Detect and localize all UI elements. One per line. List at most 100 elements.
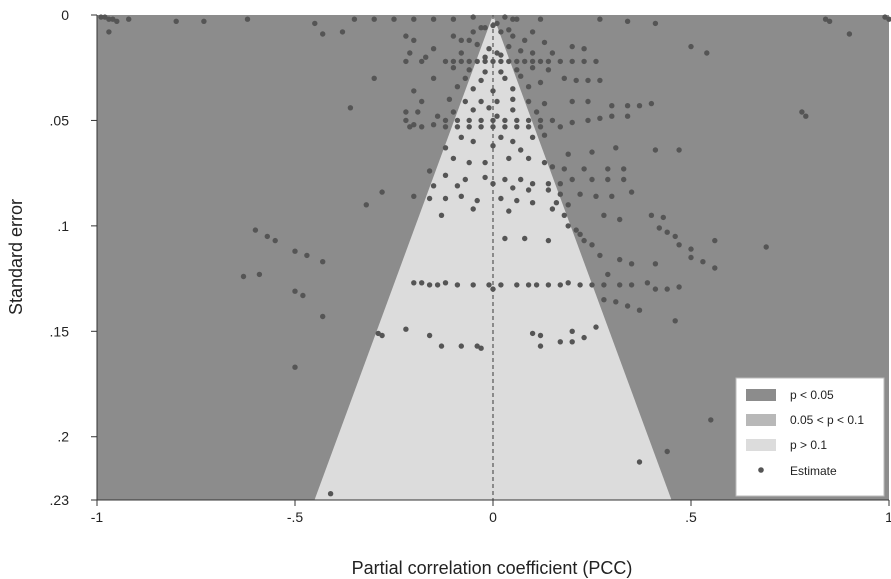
estimate-point (454, 84, 461, 90)
estimate-point (490, 22, 496, 29)
estimate-point (514, 16, 520, 22)
estimate-point (514, 117, 520, 124)
estimate-point (482, 174, 488, 181)
estimate-point (569, 58, 575, 65)
estimate-point (545, 67, 552, 73)
estimate-point (676, 284, 682, 290)
estimate-point (525, 124, 532, 130)
estimate-point (613, 299, 619, 305)
y-tick-label: .2 (57, 429, 69, 445)
estimate-point (672, 233, 678, 240)
estimate-point (569, 98, 575, 105)
estimate-point (510, 107, 516, 113)
estimate-point (411, 37, 417, 43)
estimate-point (593, 324, 599, 330)
estimate-point (419, 98, 425, 105)
estimate-point (537, 124, 544, 130)
estimate-point (882, 14, 888, 20)
estimate-point (565, 280, 571, 286)
estimate-point (403, 117, 409, 124)
estimate-point (506, 155, 512, 162)
estimate-point (458, 343, 464, 349)
legend-label-p-gt-01: p > 0.1 (790, 438, 827, 452)
estimate-point (569, 43, 575, 50)
estimate-point (466, 159, 472, 166)
y-tick-label: 0 (61, 7, 69, 23)
estimate-point (470, 206, 476, 212)
estimate-points (98, 14, 891, 497)
estimate-point (244, 16, 251, 22)
estimate-point (518, 176, 524, 183)
estimate-point (688, 246, 694, 252)
estimate-point (529, 134, 536, 140)
estimate-point (438, 343, 445, 349)
estimate-point (664, 229, 670, 235)
estimate-point (498, 134, 504, 140)
estimate-point (561, 166, 567, 172)
estimate-point (498, 195, 504, 202)
estimate-point (557, 282, 563, 288)
estimate-point (585, 117, 591, 124)
estimate-point (320, 31, 326, 37)
estimate-point (407, 124, 413, 130)
estimate-point (510, 33, 516, 39)
estimate-point (403, 109, 409, 115)
estimate-point (529, 58, 536, 65)
estimate-point (312, 20, 318, 27)
estimate-point (688, 254, 694, 261)
legend-swatch-p-gt-01 (746, 439, 776, 451)
estimate-point (426, 195, 433, 202)
estimate-point (466, 37, 472, 43)
estimate-point (466, 117, 472, 124)
estimate-point (624, 103, 631, 109)
estimate-point (201, 18, 207, 24)
estimate-point (617, 256, 623, 263)
estimate-point (537, 16, 544, 22)
estimate-point (514, 58, 520, 65)
estimate-point (601, 297, 607, 303)
estimate-point (525, 84, 532, 90)
estimate-point (545, 282, 552, 288)
estimate-point (426, 282, 433, 288)
estimate-point (442, 117, 449, 124)
estimate-point (466, 124, 472, 130)
estimate-point (482, 25, 488, 31)
estimate-point (419, 124, 425, 130)
estimate-point (391, 16, 397, 22)
estimate-point (450, 58, 457, 65)
estimate-point (529, 330, 536, 337)
estimate-point (442, 280, 449, 286)
x-tick-label: .5 (685, 509, 697, 525)
estimate-point (541, 100, 548, 107)
estimate-point (529, 181, 536, 187)
estimate-point (403, 33, 409, 39)
estimate-point (430, 75, 437, 82)
estimate-point (529, 29, 536, 35)
estimate-point (799, 109, 805, 115)
estimate-point (272, 237, 278, 244)
estimate-point (482, 54, 488, 60)
estimate-point (525, 187, 532, 193)
estimate-point (585, 77, 591, 84)
estimate-point (628, 189, 635, 195)
estimate-point (363, 202, 369, 208)
estimate-point (506, 208, 512, 214)
legend-swatch-p-005-01 (746, 414, 776, 426)
estimate-point (502, 75, 508, 82)
estimate-point (411, 16, 417, 22)
estimate-point (597, 77, 603, 84)
estimate-point (434, 113, 441, 119)
legend-label-p-005-01: 0.05 < p < 0.1 (790, 413, 864, 427)
estimate-point (506, 43, 512, 50)
estimate-point (454, 183, 461, 189)
estimate-point (514, 282, 520, 288)
estimate-point (482, 159, 488, 166)
legend-marker-estimate (758, 467, 764, 473)
estimate-point (573, 77, 579, 84)
estimate-point (589, 242, 595, 248)
estimate-point (430, 46, 437, 52)
estimate-point (664, 286, 670, 292)
estimate-point (98, 14, 104, 20)
plot-background (97, 15, 889, 500)
estimate-point (510, 185, 516, 191)
